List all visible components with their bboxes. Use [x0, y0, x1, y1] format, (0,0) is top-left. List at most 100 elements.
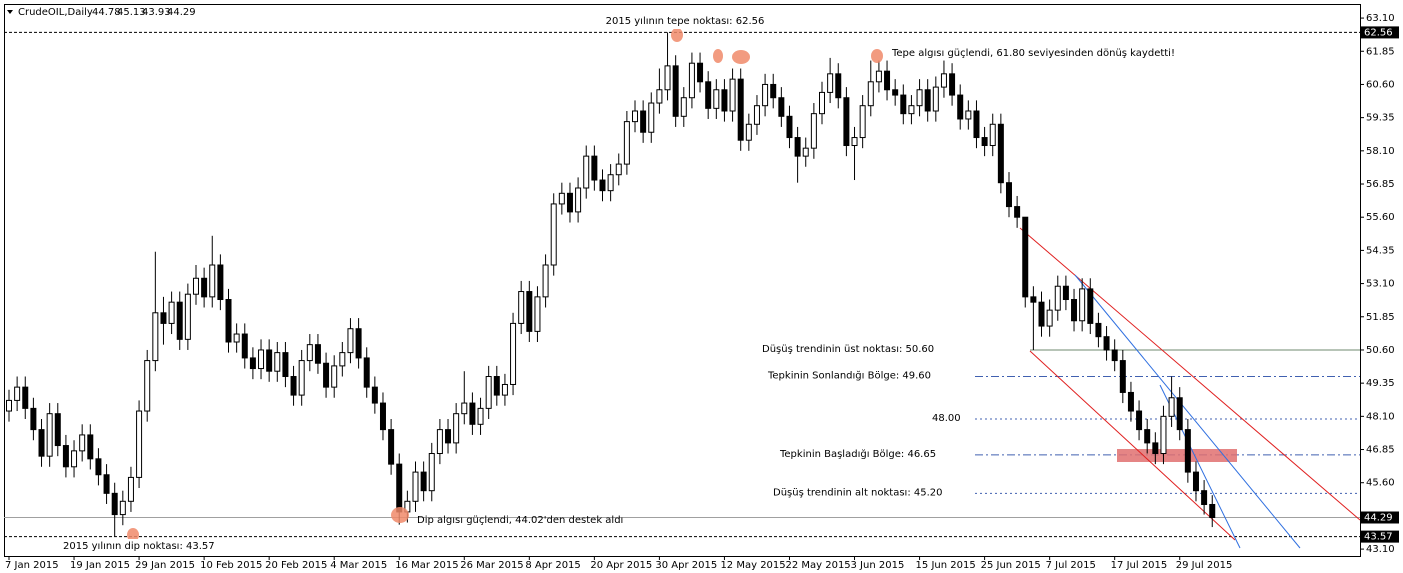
- candle-body: [30, 407, 37, 431]
- candle-body: [892, 89, 899, 96]
- candle-body: [1152, 442, 1159, 455]
- candle-body: [46, 413, 53, 457]
- candle-body: [71, 450, 78, 468]
- ohlc-value: 45.13: [117, 7, 146, 18]
- candle-body: [184, 293, 191, 340]
- candle-body: [6, 399, 12, 412]
- annotation: Dip algısı güçlendi, 44.02'den destek al…: [417, 515, 623, 526]
- candle-body: [518, 291, 525, 324]
- candle-body: [396, 463, 403, 513]
- x-tick-label: 30 Apr 2015: [655, 560, 717, 571]
- candle-body: [62, 445, 69, 468]
- y-tick-label: 48.10: [1366, 411, 1395, 422]
- candle-body: [331, 365, 338, 388]
- candle-body: [810, 113, 817, 149]
- level-label: Düşüş trendinin alt noktası: 45.20: [773, 487, 943, 498]
- candle-body: [827, 73, 834, 93]
- candle-body: [737, 78, 744, 141]
- candle-body: [388, 429, 395, 465]
- candle-body: [819, 91, 825, 115]
- marker: [871, 49, 883, 63]
- candle-body: [591, 155, 598, 181]
- candle-body: [54, 413, 61, 447]
- candle-body: [940, 73, 947, 88]
- candle-body: [599, 179, 606, 192]
- y-tick-label: 53.10: [1366, 279, 1395, 290]
- candle-body: [266, 349, 273, 372]
- candle-body: [282, 352, 289, 378]
- marker: [671, 28, 683, 42]
- candle-body: [1014, 206, 1021, 218]
- candle-body: [875, 70, 882, 83]
- x-tick-label: 12 May 2015: [720, 560, 785, 571]
- candle-body: [201, 277, 208, 298]
- candle-body: [965, 110, 972, 120]
- ohlc-value: 44.78: [92, 7, 121, 18]
- price-box-label: 44.29: [1364, 513, 1393, 524]
- candle-body: [461, 402, 468, 415]
- candle-body: [835, 73, 842, 99]
- candle-body: [680, 97, 687, 117]
- zone: [1117, 449, 1237, 462]
- candle-body: [95, 458, 102, 476]
- candle-body: [379, 402, 386, 431]
- x-tick-label: 7 Jan 2015: [5, 560, 59, 571]
- candle-body: [762, 83, 769, 107]
- candle-body: [412, 471, 419, 502]
- y-tick-label: 61.85: [1366, 46, 1395, 57]
- price-box: [1361, 530, 1399, 543]
- level-label: Düşüş trendinin üst noktası: 50.60: [762, 344, 934, 355]
- candle-body: [1176, 397, 1183, 431]
- candle-body: [469, 402, 476, 425]
- candle-body: [192, 277, 199, 295]
- candle-body: [957, 94, 964, 120]
- candle-body: [119, 500, 126, 516]
- plot-frame: [4, 4, 1361, 557]
- candle-body: [1103, 336, 1110, 351]
- candle-body: [127, 476, 134, 502]
- candle-body: [859, 105, 866, 139]
- x-tick-label: 25 Jun 2015: [981, 560, 1041, 571]
- candle-body: [209, 264, 216, 298]
- candle-body: [485, 376, 492, 409]
- candle-body: [1038, 301, 1045, 327]
- y-tick-label: 54.35: [1366, 245, 1395, 256]
- candle-body: [103, 474, 110, 494]
- candle-body: [721, 89, 728, 112]
- candle-body: [916, 89, 923, 107]
- candle-body: [550, 203, 557, 266]
- candle-body: [648, 102, 655, 133]
- candle-body: [688, 62, 695, 99]
- candle-body: [949, 73, 956, 96]
- candle-body: [1087, 288, 1094, 324]
- candle-body: [176, 301, 183, 340]
- candle-body: [558, 192, 565, 205]
- candle-body: [493, 376, 500, 396]
- candle-body: [371, 386, 378, 404]
- candle-body: [1046, 309, 1053, 327]
- candle-body: [753, 105, 760, 125]
- candle-body: [249, 357, 256, 370]
- candle-body: [615, 163, 622, 176]
- y-tick-label: 43.10: [1366, 544, 1395, 555]
- candle-body: [79, 434, 86, 452]
- ohlc-value: 43.93: [142, 7, 171, 18]
- menu-arrow[interactable]: [7, 10, 13, 14]
- x-tick-label: 15 Jun 2015: [916, 560, 976, 571]
- candle-body: [908, 105, 915, 115]
- candle-body: [1030, 296, 1037, 303]
- candle-body: [997, 123, 1004, 184]
- axes: 63.10 61.85 60.60 59.35 58.10 56.85 55.60 54.35…: [5, 13, 1399, 571]
- candle-body: [583, 155, 590, 189]
- candle-body: [347, 328, 354, 354]
- candle-body: [640, 110, 647, 133]
- y-tick-label: 60.60: [1366, 79, 1395, 90]
- candle-body: [168, 301, 175, 324]
- candle-body: [323, 362, 330, 388]
- candle-body: [136, 410, 143, 478]
- candle-body: [225, 299, 232, 343]
- candle-body: [566, 192, 573, 213]
- candle-body: [233, 333, 240, 343]
- candle-body: [1062, 285, 1069, 301]
